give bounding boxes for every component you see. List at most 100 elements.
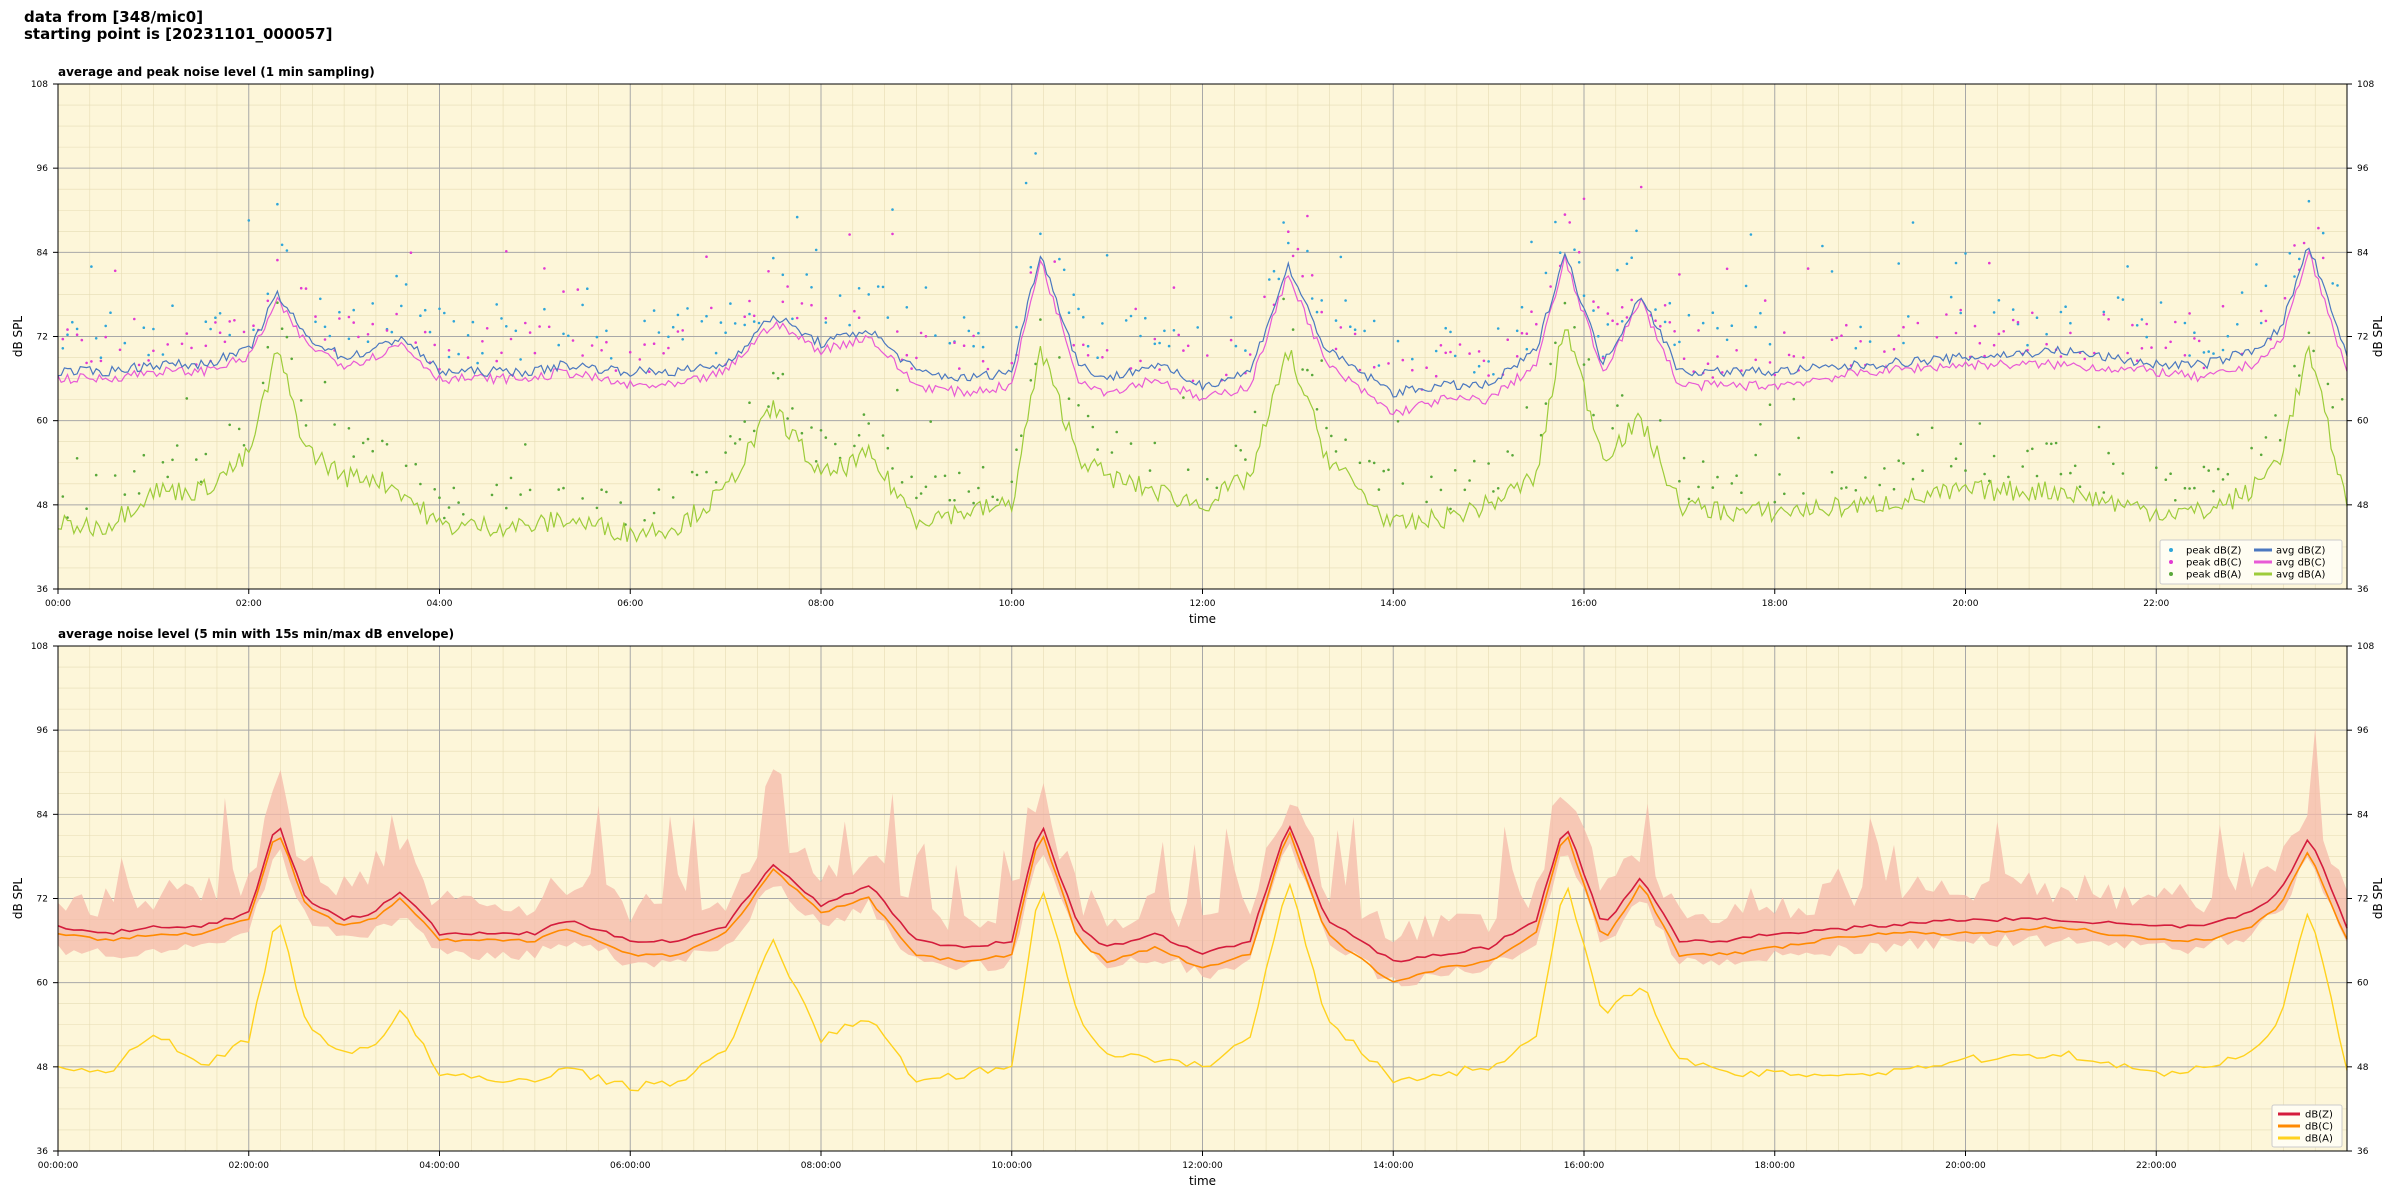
panel1-peak-z-point <box>967 329 971 333</box>
panel1-peak-z-point <box>2293 275 2296 278</box>
panel1-peak-c-point <box>509 337 513 341</box>
panel1-peak-z-point <box>2116 296 2120 299</box>
panel1-peak-c-point <box>2131 323 2134 327</box>
panel1-peak-c-point <box>1082 343 1085 347</box>
panel1-peak-a-point <box>2188 487 2191 490</box>
panel1-peak-c-point <box>1630 298 1633 302</box>
panel1-peak-c-point <box>1783 331 1786 334</box>
panel1-peak-z-point <box>428 330 432 334</box>
panel1-peak-a-point <box>1921 469 1924 473</box>
panel1-peak-a-point <box>2326 382 2330 386</box>
panel1-peak-c-point <box>352 321 356 324</box>
panel1-peak-z-point <box>280 243 284 247</box>
panel1-peak-c-point <box>1792 355 1796 358</box>
panel1-peak-a-point <box>1587 358 1591 361</box>
panel1-peak-c-point <box>800 302 804 305</box>
panel1-peak-z-point <box>1363 329 1366 333</box>
panel1-peak-a-point <box>752 429 756 433</box>
panel1-peak-z-point <box>891 208 894 211</box>
panel1-peak-a-point <box>1573 326 1576 329</box>
panel1-peak-c-point <box>896 330 899 333</box>
panel2-legend-label: dB(C) <box>2305 1122 2333 1133</box>
panel1-peak-c-point <box>133 317 136 321</box>
panel1-peak-c-point <box>543 267 546 270</box>
panel1-peak-a-point <box>1783 492 1786 496</box>
panel1-peak-c-point <box>500 351 503 355</box>
panel1-peak-z-point <box>1492 373 1495 376</box>
panel1-peak-a-point <box>1334 450 1338 453</box>
panel1-peak-z-point <box>824 321 828 324</box>
panel1-peak-c-point <box>1105 349 1109 352</box>
panel2-ytick-left: 72 <box>37 895 48 905</box>
panel1-peak-a-point <box>1425 500 1428 504</box>
panel2-xlabel: time <box>1189 1174 1216 1188</box>
panel1-peak-c-point <box>1773 373 1777 377</box>
panel1-peak-z-point <box>1101 322 1104 325</box>
panel1-peak-a-point <box>705 470 708 474</box>
panel1-peak-a-point <box>733 442 737 445</box>
panel1-peak-z-point <box>1339 255 1343 259</box>
panel1-peak-z-point <box>447 355 451 359</box>
panel1-peak-a-point <box>934 475 937 478</box>
panel1-peak-c-point <box>1592 300 1595 303</box>
panel1-peak-c-point <box>1296 247 1300 251</box>
panel1-peak-c-point <box>1535 322 1538 326</box>
panel1-peak-z-point <box>714 351 718 355</box>
panel1-peak-c-point <box>1320 310 1323 314</box>
panel1-peak-a-point <box>853 444 856 448</box>
panel1-peak-c-point <box>137 363 141 367</box>
panel1-peak-a-point <box>304 424 308 427</box>
panel1-peak-z-point <box>1959 311 1962 315</box>
panel1-peak-c-point <box>1182 349 1185 352</box>
panel1-peak-a-point <box>2107 451 2110 455</box>
panel1-peak-z-point <box>514 329 518 333</box>
panel1-peak-z-point <box>1716 326 1719 330</box>
panel1-peak-z-point <box>1868 340 1872 343</box>
panel1-peak-c-point <box>299 286 303 290</box>
panel1-peak-c-point <box>1444 351 1447 355</box>
panel1-peak-c-point <box>891 232 894 236</box>
panel2-ylabel-left: dB SPL <box>11 878 25 920</box>
panel1-peak-a-point <box>75 457 79 460</box>
panel1-peak-a-point <box>2298 374 2301 377</box>
panel1-peak-a-point <box>1854 489 1858 492</box>
panel1-peak-z-point <box>671 325 675 329</box>
panel1-peak-a-point <box>1020 434 1023 438</box>
panel1-peak-c-point <box>1563 213 1567 216</box>
panel1-ytick-right: 36 <box>2357 585 2369 595</box>
panel1-peak-a-point <box>1473 459 1476 463</box>
panel1-peak-c-point <box>905 353 909 357</box>
panel1-peak-a-point <box>1487 462 1490 465</box>
panel2-ytick-right: 72 <box>2357 895 2368 905</box>
panel1-peak-c-point <box>1616 322 1619 326</box>
panel1-peak-z-point <box>1487 360 1490 363</box>
panel1-peak-z-point <box>2259 321 2263 325</box>
panel1-peak-c-point <box>1568 221 1571 224</box>
panel1-peak-z-point <box>1821 244 1824 248</box>
panel1-peak-z-point <box>814 248 818 252</box>
panel1-peak-c-point <box>2164 346 2168 350</box>
panel1-peak-z-point <box>1854 346 1858 350</box>
panel1-peak-a-point <box>2045 442 2048 445</box>
panel1-peak-a-point <box>2155 466 2158 470</box>
panel1-peak-z-point <box>1039 232 1042 236</box>
panel1-peak-z-point <box>1744 284 1748 288</box>
panel1-peak-a-point <box>1182 396 1185 399</box>
panel1-peak-c-point <box>1263 295 1266 299</box>
panel1-peak-a-point <box>2274 414 2277 417</box>
panel1-peak-a-point <box>910 475 913 479</box>
panel1-peak-a-point <box>557 488 560 491</box>
panel1-peak-z-point <box>586 287 589 291</box>
panel1-peak-c-point <box>2264 319 2268 323</box>
panel1-peak-a-point <box>2031 447 2034 451</box>
panel1-peak-a-point <box>2059 472 2063 476</box>
panel1-peak-a-point <box>1315 408 1319 411</box>
panel1-peak-z-point <box>924 286 928 289</box>
panel1-ytick-right: 72 <box>2357 333 2368 343</box>
panel1-peak-z-point <box>319 297 322 301</box>
panel2-legend-label: dB(A) <box>2305 1134 2333 1145</box>
panel1-xtick-label: 00:00 <box>45 599 71 609</box>
panel1-peak-a-point <box>1372 461 1376 465</box>
panel1-peak-z-point <box>1668 301 1672 305</box>
panel1-peak-a-point <box>772 371 775 375</box>
